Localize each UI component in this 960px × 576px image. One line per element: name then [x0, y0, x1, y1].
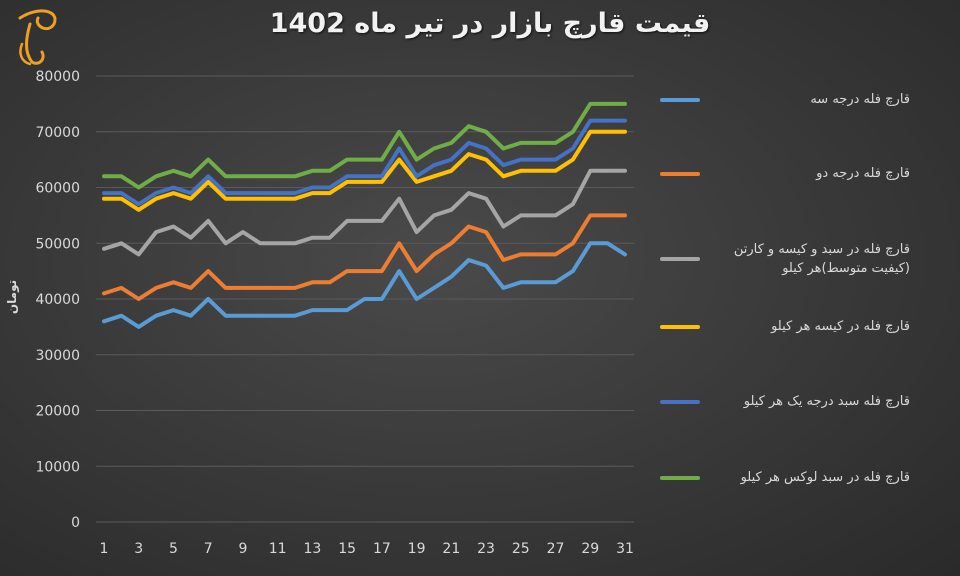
- x-tick-label: 15: [338, 541, 356, 557]
- legend-swatch: [660, 399, 700, 404]
- y-tick-label: 0: [71, 515, 80, 531]
- legend-label: قارچ فله سبد درجه یک هر کیلو: [743, 394, 910, 409]
- legend-swatch: [660, 324, 700, 329]
- legend-swatch: [660, 171, 700, 176]
- y-tick-label: 40000: [35, 292, 80, 308]
- y-tick-label: 20000: [35, 404, 80, 420]
- y-tick-label: 70000: [35, 125, 80, 141]
- x-tick-label: 3: [134, 541, 143, 557]
- x-tick-label: 19: [408, 541, 426, 557]
- x-tick-label: 9: [238, 541, 247, 557]
- series-line-4: [102, 129, 627, 212]
- legend-swatch: [660, 257, 700, 261]
- legend-swatch: [660, 97, 700, 102]
- x-tick-label: 29: [581, 541, 599, 557]
- series-line-5: [102, 118, 627, 207]
- legend-label: قارچ فله در سبد لوکس هر کیلو: [740, 470, 910, 485]
- x-tick-label: 13: [303, 541, 321, 557]
- x-tick-label: 21: [442, 541, 460, 557]
- x-tick-label: 25: [512, 541, 530, 557]
- x-tick-label: 7: [204, 541, 213, 557]
- y-tick-label: 60000: [35, 181, 80, 197]
- legend-swatch: [660, 475, 700, 480]
- legend-label: قارچ فله در کیسه هر کیلو: [771, 319, 910, 334]
- y-tick-label: 80000: [35, 69, 80, 85]
- x-tick-label: 11: [269, 541, 287, 557]
- legend-item-6: قارچ فله در سبد لوکس هر کیلو: [660, 468, 910, 487]
- legend-item-2: قارچ فله درجه دو: [660, 164, 910, 183]
- legend-item-3: قارچ فله در سبد و کیسه و کارتن (کیفیت مت…: [660, 240, 910, 278]
- y-tick-label: 10000: [35, 459, 80, 475]
- chart-title: قیمت قارچ بازار در تیر ماه 1402: [269, 8, 711, 39]
- legend-label: قارچ فله درجه سه: [810, 92, 910, 107]
- legend-item-5: قارچ فله سبد درجه یک هر کیلو: [660, 392, 910, 411]
- brand-logo: [8, 4, 68, 72]
- y-tick-label: 50000: [35, 236, 80, 252]
- series-line-3: [102, 168, 627, 257]
- legend-label: قارچ فله درجه دو: [816, 166, 910, 181]
- x-tick-label: 27: [547, 541, 565, 557]
- x-tick-label: 17: [373, 541, 391, 557]
- legend-item-4: قارچ فله در کیسه هر کیلو: [660, 317, 910, 336]
- legend-item-1: قارچ فله درجه سه: [660, 90, 910, 109]
- series-line-2: [102, 213, 627, 301]
- series-line-6: [102, 101, 627, 190]
- legend-label: قارچ فله در سبد و کیسه و کارتن (کیفیت مت…: [733, 242, 910, 276]
- x-tick-label: 31: [616, 541, 634, 557]
- x-tick-label: 5: [169, 541, 178, 557]
- y-tick-label: 30000: [35, 348, 80, 364]
- x-tick-label: 23: [477, 541, 495, 557]
- x-tick-label: 1: [100, 541, 109, 557]
- series-line-1: [102, 241, 627, 329]
